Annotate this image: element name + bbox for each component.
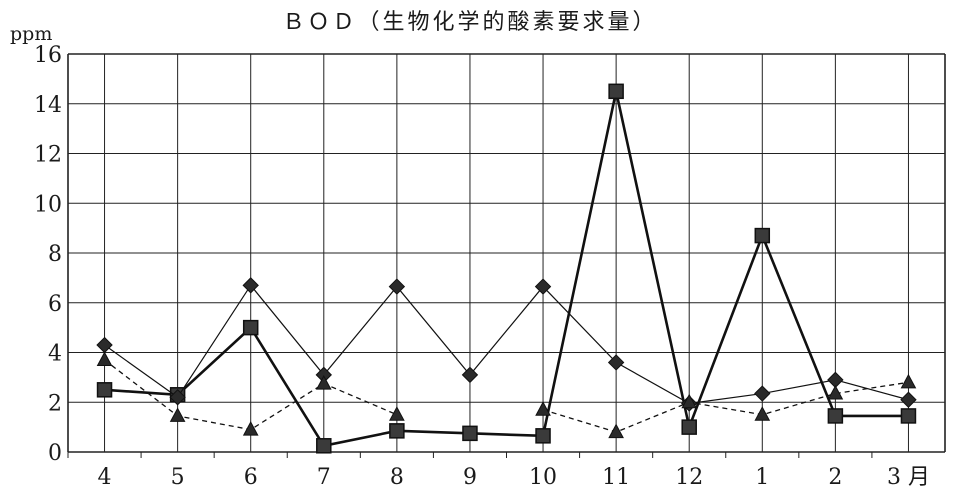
x-tick-label-4: 4 — [98, 465, 112, 490]
point-square-7 — [316, 438, 332, 454]
point-triangle-6 — [242, 421, 259, 436]
point-triangle-12 — [681, 393, 698, 409]
point-diamond-3 — [900, 391, 917, 408]
y-tick-label-16: 16 — [34, 43, 62, 68]
point-triangle-8 — [389, 406, 405, 421]
y-tick-label-0: 0 — [48, 441, 62, 466]
grid-layer — [67, 53, 946, 458]
x-tick-label-8: 8 — [390, 465, 404, 490]
series-square — [96, 83, 917, 454]
point-triangle-4 — [96, 351, 113, 366]
x-tick-label-10: 10 — [529, 465, 557, 490]
y-tick-label-8: 8 — [48, 242, 62, 267]
y-tick-label-12: 12 — [34, 143, 62, 168]
x-tick-label-5: 5 — [171, 465, 185, 490]
y-tick-label-4: 4 — [48, 342, 62, 367]
point-diamond-11 — [607, 354, 625, 371]
point-square-10 — [535, 428, 551, 444]
series-line-square — [104, 91, 909, 448]
point-square-1 — [754, 227, 771, 244]
point-diamond-1 — [754, 385, 771, 402]
point-diamond-6 — [242, 277, 259, 294]
point-triangle-3 — [900, 373, 917, 389]
point-diamond-10 — [534, 278, 552, 295]
point-triangle-2 — [827, 384, 844, 400]
point-diamond-4 — [96, 336, 113, 354]
point-diamond-8 — [388, 278, 406, 295]
series-diamond — [96, 277, 917, 412]
x-tick-label-7: 7 — [317, 465, 331, 490]
x-tick-label-6: 6 — [244, 465, 258, 490]
point-square-12 — [681, 419, 697, 435]
y-tick-label-14: 14 — [34, 93, 62, 118]
chart-title: ＢＯＤ（生物化学的酸素要求量） — [282, 10, 657, 35]
x-tick-label-12: 12 — [675, 465, 703, 490]
y-tick-label-6: 6 — [48, 292, 62, 317]
x-tick-label-1: 1 — [755, 465, 769, 490]
x-tick-label-2: 2 — [828, 465, 842, 490]
point-square-9 — [462, 425, 478, 442]
point-square-8 — [389, 423, 405, 439]
point-diamond-5 — [169, 389, 186, 406]
point-square-11 — [608, 83, 624, 100]
point-diamond-9 — [461, 366, 479, 384]
y-tick-label-10: 10 — [34, 192, 62, 217]
point-triangle-5 — [169, 407, 186, 422]
point-triangle-7 — [315, 375, 332, 390]
point-square-6 — [242, 319, 259, 336]
x-tick-label-3: 3 月 — [887, 465, 930, 490]
x-tick-label-11: 11 — [602, 465, 630, 490]
series-layer — [96, 83, 917, 454]
point-square-4 — [96, 382, 113, 398]
series-line-triangle — [542, 381, 909, 433]
series-triangle — [96, 351, 917, 439]
x-tick-label-9: 9 — [463, 465, 477, 490]
point-triangle-11 — [608, 423, 624, 439]
point-square-3 — [900, 408, 917, 424]
y-tick-label-2: 2 — [48, 391, 62, 416]
point-triangle-10 — [535, 401, 551, 416]
y-axis-unit-label: ppm — [10, 23, 52, 45]
series-line-diamond — [104, 284, 909, 405]
point-square-2 — [827, 408, 844, 424]
point-triangle-1 — [754, 406, 771, 421]
